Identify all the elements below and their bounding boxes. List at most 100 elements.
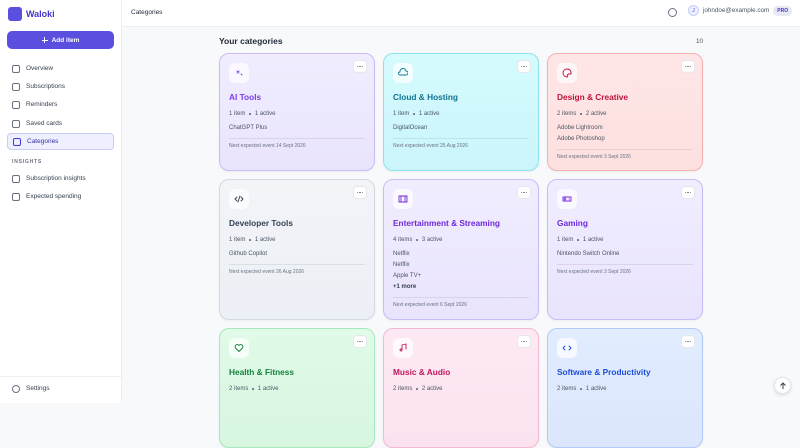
item-list: ChatGPT Plus xyxy=(229,123,365,134)
item-count: 2 items xyxy=(229,386,249,392)
active-count: 3 active xyxy=(421,237,443,243)
category-card[interactable]: Developer Tools 1 item 1 active Github Copi… xyxy=(219,179,375,320)
menu-dot xyxy=(356,191,359,194)
category-card[interactable]: Health & Fitness 2 items 1 active xyxy=(219,328,375,448)
icon-glyph xyxy=(234,344,244,352)
nav-label: Subscriptions xyxy=(26,83,66,90)
avatar: J xyxy=(688,5,699,16)
arrow-up xyxy=(779,381,786,389)
card-menu-button[interactable] xyxy=(517,60,531,73)
card-divider xyxy=(393,297,529,298)
menu-dot xyxy=(687,65,689,68)
card-meta: 2 items 1 active xyxy=(229,386,365,392)
nav-item[interactable]: Overview xyxy=(7,60,114,77)
email: johndoe@example.com xyxy=(703,7,770,14)
category-count: 10 xyxy=(695,38,703,45)
card-menu-button[interactable] xyxy=(353,335,367,348)
card-menu-button[interactable] xyxy=(517,335,531,348)
category-icon xyxy=(393,63,413,83)
nav-item[interactable]: Expected spending xyxy=(7,188,114,205)
add-button[interactable]: Add item xyxy=(7,31,114,49)
nav-item[interactable]: Reminders xyxy=(7,96,114,113)
menu-dot xyxy=(689,191,692,194)
separator-dot xyxy=(413,113,415,115)
next-event: Next expected event 25 Aug 2026 xyxy=(393,143,469,149)
category-icon xyxy=(229,189,249,209)
card-menu-button[interactable] xyxy=(517,186,531,199)
separator-dot xyxy=(580,388,582,390)
category-card[interactable]: Music & Audio 2 items 2 active xyxy=(383,328,539,448)
card-menu-button[interactable] xyxy=(681,335,695,348)
category-card[interactable]: AI Tools 1 item 1 active ChatGPT Plus Next e… xyxy=(219,53,375,171)
item-list: DigitalOcean xyxy=(393,123,529,134)
item-list: Netflix Netflix Apple TV+ xyxy=(393,249,529,282)
logo xyxy=(8,7,22,21)
brand-name: Waloki xyxy=(26,9,55,19)
next-event: Next expected event 3 Sept 2026 xyxy=(557,269,631,275)
menu-dot xyxy=(684,340,687,343)
scroll-top-button[interactable] xyxy=(774,377,791,394)
icon-glyph xyxy=(398,68,408,76)
nav-icon xyxy=(12,100,20,109)
card-menu-button[interactable] xyxy=(353,186,367,199)
card-title: Gaming xyxy=(557,218,588,228)
card-meta: 4 items 3 active xyxy=(393,237,529,243)
item-count: 4 items xyxy=(393,237,413,243)
more-items[interactable]: +1 more xyxy=(393,284,417,290)
menu-dot xyxy=(525,340,528,343)
separator-dot xyxy=(249,113,251,115)
menu-dot xyxy=(361,65,364,68)
menu-dot xyxy=(356,65,359,68)
category-card[interactable]: Design & Creative 2 items 2 active Adobe Li… xyxy=(547,53,703,171)
nav-item[interactable]: Subscriptions xyxy=(7,78,114,95)
category-card[interactable]: Cloud & Hosting 1 item 1 active DigitalOcea… xyxy=(383,53,539,171)
item-name: Adobe Photoshop xyxy=(557,136,605,142)
menu-dot xyxy=(523,65,525,68)
item-count: 1 item xyxy=(393,111,410,117)
card-divider xyxy=(393,138,529,139)
nav-item[interactable]: Saved cards xyxy=(7,115,114,132)
brand[interactable]: Waloki xyxy=(8,7,55,21)
nav-icon xyxy=(12,82,20,91)
menu-dot xyxy=(689,340,692,343)
menu-dot xyxy=(520,65,523,68)
nav-item[interactable]: Settings xyxy=(7,380,114,397)
item-list: Github Copilot xyxy=(229,249,365,260)
nav-item-active[interactable]: Categories xyxy=(7,133,114,150)
category-card[interactable]: Software & Productivity 2 items 1 active xyxy=(547,328,703,448)
active-count: 1 active xyxy=(254,237,276,243)
card-menu-button[interactable] xyxy=(353,60,367,73)
menu-dot xyxy=(523,191,525,194)
nav-icon xyxy=(12,384,20,393)
icon-glyph xyxy=(236,70,243,76)
nav-label: Reminders xyxy=(26,101,58,108)
card-divider xyxy=(229,138,365,139)
divider xyxy=(0,376,121,377)
card-menu-button[interactable] xyxy=(681,60,695,73)
card-meta: 2 items 1 active xyxy=(557,386,693,392)
card-title: Developer Tools xyxy=(229,218,293,228)
card-title: Music & Audio xyxy=(393,367,451,377)
menu-dot xyxy=(361,340,364,343)
separator-dot xyxy=(416,239,418,241)
card-meta: 1 item 1 active xyxy=(393,111,529,117)
item-count: 1 item xyxy=(557,237,574,243)
item-name: DigitalOcean xyxy=(393,125,428,131)
item-name: Apple TV+ xyxy=(393,273,422,279)
item-list: Adobe Lightroom Adobe Photoshop xyxy=(557,123,693,145)
card-divider xyxy=(557,264,693,265)
section-label: INSIGHTS xyxy=(12,159,43,165)
theme-toggle[interactable] xyxy=(668,8,677,17)
item-count: 2 items xyxy=(393,386,413,392)
separator-dot xyxy=(416,388,418,390)
next-event: Next expected event 6 Sept 2026 xyxy=(393,302,467,308)
category-card[interactable]: Gaming 1 item 1 active Nintendo Switch Onli… xyxy=(547,179,703,320)
card-title: Software & Productivity xyxy=(557,367,651,377)
plan-badge: PRO xyxy=(773,5,793,16)
card-menu-button[interactable] xyxy=(681,186,695,199)
active-count: 2 active xyxy=(421,386,443,392)
nav-item[interactable]: Subscription insights xyxy=(7,170,114,187)
category-card[interactable]: Entertainment & Streaming 4 items 3 active… xyxy=(383,179,539,320)
